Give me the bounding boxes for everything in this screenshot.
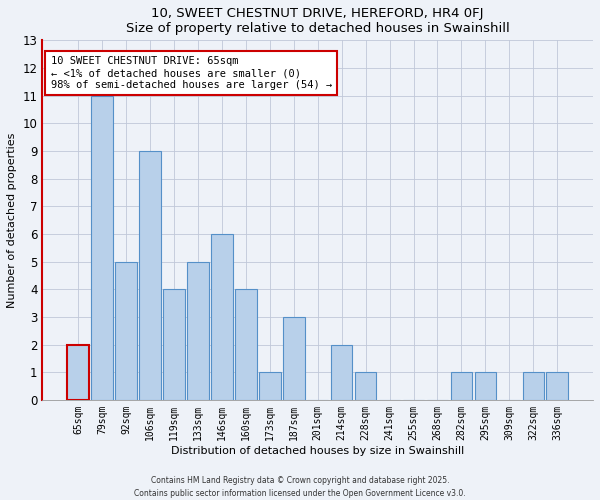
Bar [211,234,233,400]
Bar [475,372,496,400]
Bar [91,96,113,400]
Bar [523,372,544,400]
X-axis label: Distribution of detached houses by size in Swainshill: Distribution of detached houses by size … [171,446,464,456]
Bar [235,289,257,400]
Bar [451,372,472,400]
Y-axis label: Number of detached properties: Number of detached properties [7,132,17,308]
Bar [283,317,305,400]
Bar [331,344,352,400]
Bar [355,372,376,400]
Text: 10 SWEET CHESTNUT DRIVE: 65sqm
← <1% of detached houses are smaller (0)
98% of s: 10 SWEET CHESTNUT DRIVE: 65sqm ← <1% of … [50,56,332,90]
Bar [115,262,137,400]
Bar [187,262,209,400]
Bar [139,151,161,400]
Text: Contains HM Land Registry data © Crown copyright and database right 2025.
Contai: Contains HM Land Registry data © Crown c… [134,476,466,498]
Title: 10, SWEET CHESTNUT DRIVE, HEREFORD, HR4 0FJ
Size of property relative to detache: 10, SWEET CHESTNUT DRIVE, HEREFORD, HR4 … [126,7,509,35]
Bar [163,289,185,400]
Bar [259,372,281,400]
Bar [67,344,89,400]
Bar [547,372,568,400]
